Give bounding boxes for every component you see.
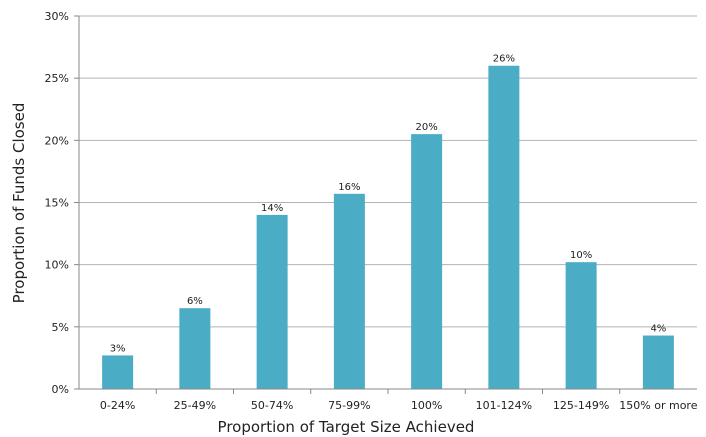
y-tick-label: 0% xyxy=(52,383,69,396)
data-label: 16% xyxy=(338,182,360,193)
x-tick-label: 100% xyxy=(411,399,442,412)
data-label: 6% xyxy=(187,296,203,307)
data-label: 26% xyxy=(493,54,515,65)
data-label: 3% xyxy=(110,343,126,354)
x-tick-label: 25-49% xyxy=(174,399,216,412)
y-axis-title: Proportion of Funds Closed xyxy=(10,103,28,304)
y-tick-label: 20% xyxy=(45,134,69,147)
y-tick-label: 5% xyxy=(52,321,69,334)
gridlines xyxy=(74,15,697,394)
x-axis-title: Proportion of Target Size Achieved xyxy=(218,418,475,436)
x-tick-label: 75-99% xyxy=(328,399,370,412)
data-label: 4% xyxy=(650,324,666,335)
x-tick-label: 125-149% xyxy=(553,399,609,412)
data-label: 20% xyxy=(416,122,438,133)
y-tick-label: 30% xyxy=(45,10,69,23)
x-tick-label: 150% or more xyxy=(619,399,697,412)
bar xyxy=(642,335,674,389)
x-tick-label: 0-24% xyxy=(100,399,135,412)
data-label: 10% xyxy=(570,250,592,261)
bar xyxy=(488,65,520,389)
x-axis-tick-labels: 0-24% 25-49% 50-74% 75-99% 100% 101-124% 125-1… xyxy=(100,399,698,412)
bar xyxy=(411,134,443,389)
bar xyxy=(179,308,211,389)
bar xyxy=(256,214,288,389)
data-label: 14% xyxy=(261,203,283,214)
x-tick-label: 101-124% xyxy=(476,399,532,412)
bar xyxy=(333,193,365,389)
y-axis-tick-labels: 0% 5% 10% 15% 20% 25% 30% xyxy=(45,10,69,396)
x-tick-label: 50-74% xyxy=(251,399,293,412)
bar xyxy=(102,355,134,389)
bars xyxy=(102,65,674,389)
data-labels: 3% 6% 14% 16% 20% 26% 10% 4% xyxy=(110,54,667,355)
y-tick-label: 25% xyxy=(45,72,69,85)
y-tick-label: 15% xyxy=(45,197,69,210)
bar xyxy=(565,262,597,389)
y-tick-label: 10% xyxy=(45,259,69,272)
